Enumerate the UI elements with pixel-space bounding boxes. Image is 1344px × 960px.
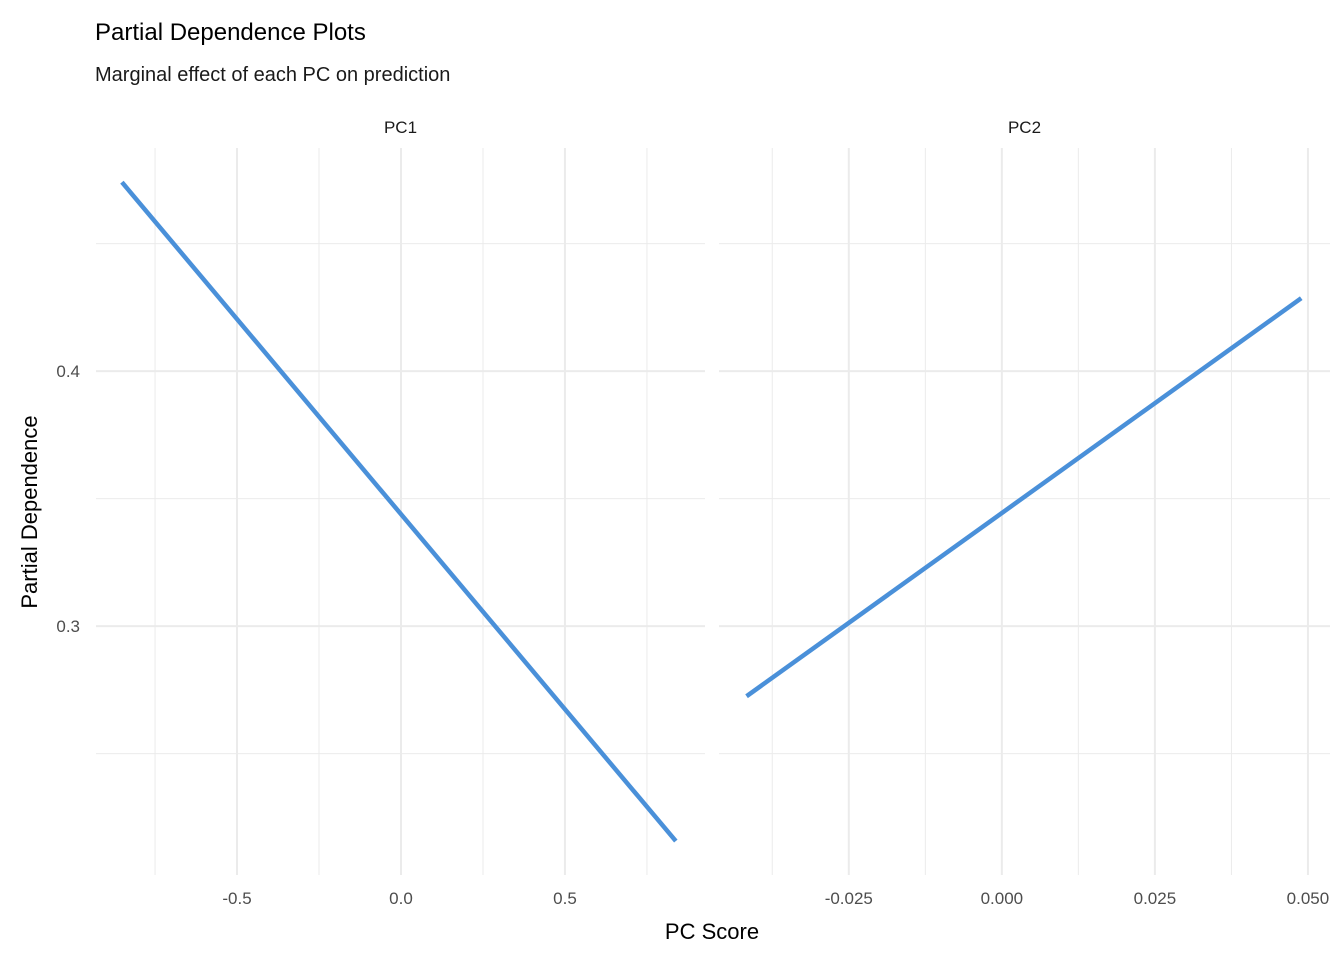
pd-line-pc2 — [745, 296, 1303, 699]
pd-line-pc1 — [120, 180, 678, 843]
panel-pc1: PC1 -0.5 0.0 0.5 — [96, 118, 705, 908]
facet-strip-label: PC2 — [1008, 118, 1041, 137]
x-tick-label: 0.025 — [1134, 889, 1177, 908]
y-tick-label: 0.3 — [56, 617, 80, 636]
y-axis-label: Partial Dependence — [17, 415, 42, 608]
y-tick-label: 0.4 — [56, 362, 80, 381]
chart-title: Partial Dependence Plots — [95, 19, 366, 46]
x-tick-label: -0.5 — [222, 889, 251, 908]
x-tick-label: 0.050 — [1287, 889, 1330, 908]
x-tick-label: -0.025 — [825, 889, 873, 908]
facet-strip-label: PC1 — [384, 118, 417, 137]
panel-pc2: PC2 -0.025 0.000 0.025 0.050 — [719, 118, 1330, 908]
x-axis-label: PC Score — [665, 919, 759, 944]
chart-subtitle: Marginal effect of each PC on prediction — [95, 64, 450, 86]
x-tick-label: 0.5 — [553, 889, 577, 908]
x-tick-label: 0.0 — [389, 889, 413, 908]
x-tick-label: 0.000 — [981, 889, 1024, 908]
